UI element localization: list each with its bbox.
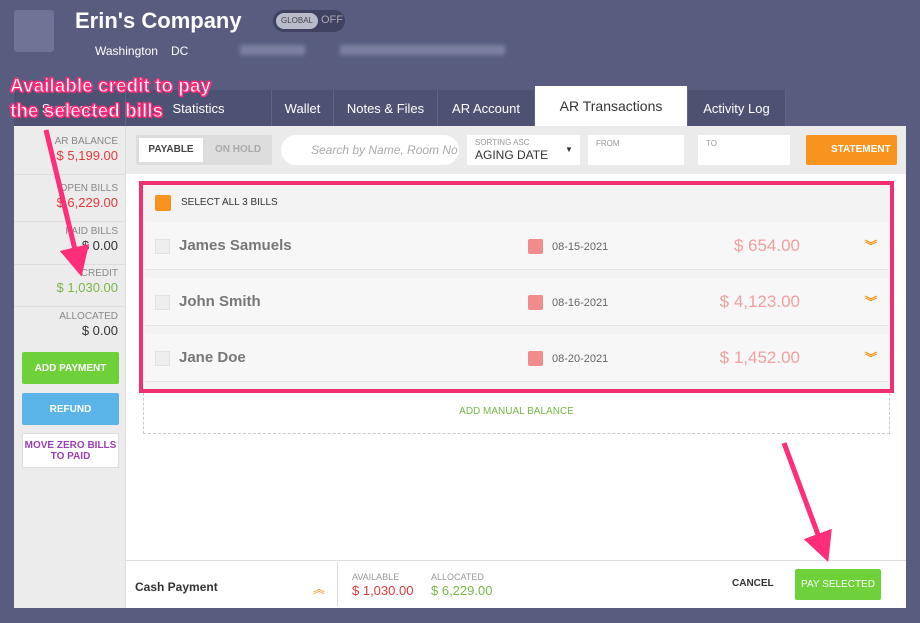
sidebar-button[interactable]: ADD PAYMENT (22, 352, 119, 384)
bill-row[interactable]: James Samuels 08-15-2021 $ 654.00 ︾ (145, 222, 888, 270)
footer (126, 560, 906, 608)
toggle-state: OFF (321, 14, 343, 26)
expand-chevron: ︾ (865, 351, 878, 365)
payment-method: Cash Payment (135, 580, 218, 594)
bill-amount: $ 4,123.00 (719, 292, 800, 311)
tab[interactable]: Notes & Files (334, 90, 438, 126)
state: DC (171, 44, 189, 58)
sort-select[interactable]: SORTING ASC AGING DATE ▼ (467, 135, 580, 165)
bill-row[interactable]: Jane Doe 08-20-2021 $ 1,452.00 ︾ (145, 334, 888, 382)
checkbox[interactable] (155, 239, 170, 254)
tab[interactable]: Activity Log (688, 90, 786, 126)
bill-name: Jane Doe (179, 349, 246, 366)
arrow (43, 129, 90, 277)
bill-name: James Samuels (179, 237, 292, 254)
email-blurred (340, 45, 505, 55)
stat-value: $ 5,199.00 (56, 148, 118, 163)
bill-row[interactable]: John Smith 08-16-2021 $ 4,123.00 ︾ (145, 278, 888, 326)
sort-value: AGING DATE (475, 148, 549, 162)
available-value: $ 1,030.00 (352, 583, 414, 598)
stat-value: $ 0.00 (81, 323, 118, 338)
company-name: Erin's Company (75, 8, 242, 33)
statement-button[interactable]: STATEMENT (806, 135, 897, 165)
annotation: Available credit to pay the selected bil… (10, 76, 212, 123)
allocated-value: $ 6,229.00 (431, 583, 493, 598)
bill-name: John Smith (179, 293, 261, 310)
add-manual-balance[interactable]: ADD MANUAL BALANCE (143, 393, 890, 434)
stat-value: $ 1,030.00 (56, 280, 118, 295)
tab[interactable]: AR Transactions (535, 86, 688, 126)
divider (14, 306, 126, 307)
divider (14, 174, 126, 175)
payable-tab[interactable]: PAYABLE (139, 138, 203, 162)
divider (337, 562, 338, 606)
stat-label: CREDIT (80, 268, 118, 279)
sort-caption: SORTING ASC (475, 138, 530, 147)
bill-date: 08-15-2021 (552, 241, 609, 253)
tab[interactable]: Wallet (272, 90, 334, 126)
arrow (781, 442, 832, 563)
toggle-label: GLOBAL (276, 13, 318, 29)
on-hold-tab[interactable]: ON HOLD (214, 144, 262, 155)
stat-label: OPEN BILLS (59, 183, 118, 194)
tab[interactable]: Statistics (126, 90, 272, 126)
bill-date: 08-20-2021 (552, 353, 609, 365)
expand-chevron: ︾ (865, 239, 878, 253)
checkbox[interactable] (155, 295, 170, 310)
bill-amount: $ 654.00 (733, 236, 800, 255)
bill-date: 08-16-2021 (552, 297, 609, 309)
from-date[interactable]: FROM (588, 135, 684, 165)
checkbox[interactable] (155, 351, 170, 366)
to-date[interactable]: TO (698, 135, 790, 165)
expand-icon[interactable]: ︽ (313, 582, 326, 596)
select-all-label: SELECT ALL 3 BILLS (181, 197, 278, 208)
pay-selected-button[interactable]: PAY SELECTED (795, 569, 881, 600)
tab[interactable]: AR Account (438, 90, 535, 126)
select-all-checkbox[interactable] (155, 195, 171, 211)
sidebar-button[interactable]: MOVE ZERO BILLS TO PAID (22, 433, 119, 468)
stat-label: AR BALANCE (54, 136, 118, 147)
search-input[interactable]: Search by Name, Room No (281, 135, 459, 165)
date-icon (528, 239, 543, 254)
expand-chevron: ︾ (865, 295, 878, 309)
stat-value: $ 0.00 (81, 238, 118, 253)
bill-amount: $ 1,452.00 (719, 348, 800, 367)
date-icon (528, 295, 543, 310)
allocated-label: ALLOCATED (431, 572, 484, 582)
company-icon (14, 10, 54, 52)
caret: ▼ (565, 145, 573, 154)
stat-label: ALLOCATED (59, 311, 118, 322)
city: Washington (95, 44, 158, 58)
status-switch: PAYABLE ON HOLD (136, 135, 272, 165)
stat-label: PAID BILLS (65, 226, 118, 237)
stat-value: $ 6,229.00 (56, 195, 118, 210)
tab[interactable]: Summary (14, 90, 126, 126)
date-icon (528, 351, 543, 366)
phone-blurred (240, 45, 305, 55)
cancel-button[interactable]: CANCEL (732, 578, 774, 589)
available-label: AVAILABLE (352, 572, 400, 582)
sidebar-button[interactable]: REFUND (22, 393, 119, 425)
toggle[interactable]: GLOBAL OFF (273, 10, 345, 32)
